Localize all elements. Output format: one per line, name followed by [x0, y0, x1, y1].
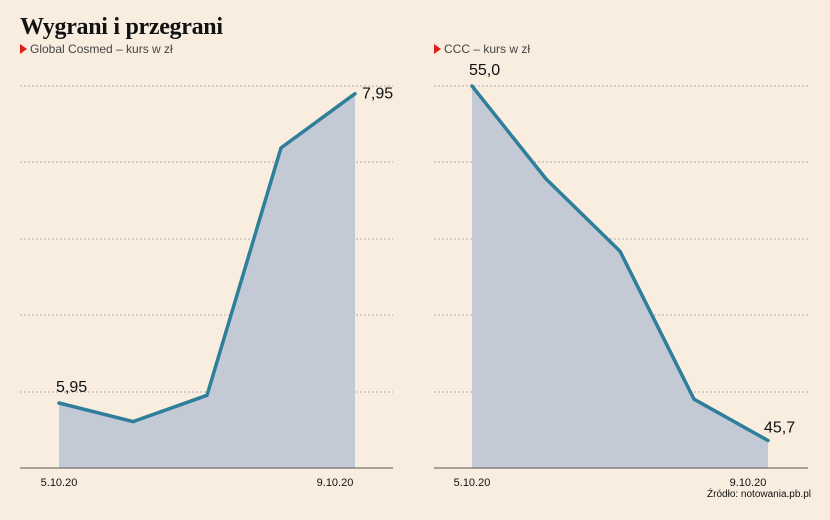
right-xtick-label-last: 9.10.20 [730, 477, 767, 489]
left-xtick-label-first: 5.10.20 [41, 477, 78, 489]
right-area-fill [472, 86, 768, 468]
right-start-value-label: 55,0 [469, 62, 500, 79]
right-xtick-label-first: 5.10.20 [454, 477, 491, 489]
red-triangle-icon [434, 44, 441, 54]
right-series-line [470, 84, 770, 443]
right-end-value-label: 45,7 [764, 419, 795, 436]
left-area-fill [59, 93, 355, 468]
right-chart-subtitle: CCC – kurs w zł [434, 42, 530, 56]
right-chart-subtitle-text: CCC – kurs w zł [444, 42, 531, 56]
left-xtick-label-last: 9.10.20 [317, 477, 354, 489]
red-triangle-icon [20, 44, 27, 54]
left-chart-subtitle: Global Cosmed – kurs w zł [20, 42, 173, 56]
left-start-value-label: 5,95 [56, 379, 87, 396]
source-note: Źródło: notowania.pb.pl [707, 489, 811, 500]
chart-title: Wygrani i przegrani [20, 14, 223, 40]
left-chart-subtitle-text: Global Cosmed – kurs w zł [30, 42, 173, 56]
left-end-value-label: 7,95 [362, 86, 393, 103]
left-series-line [57, 91, 357, 424]
